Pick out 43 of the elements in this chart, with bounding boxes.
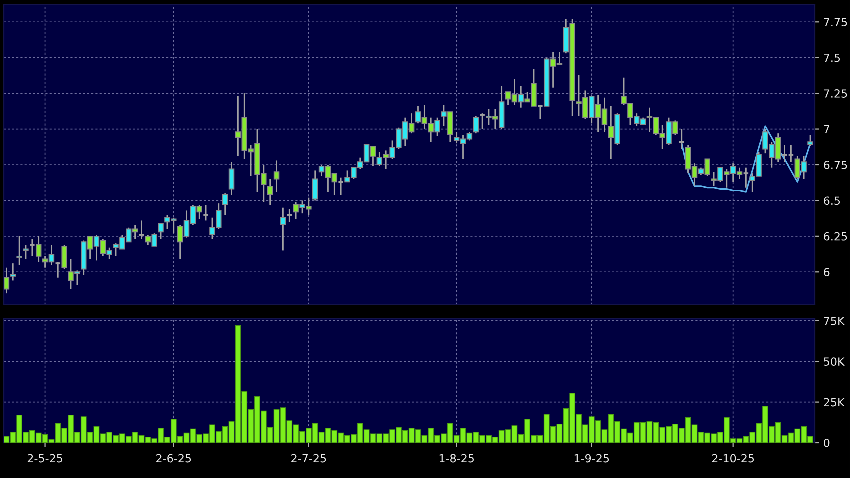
y-tick-label: 6.5 — [824, 196, 840, 206]
candlestick — [678, 128, 686, 150]
x-tick-label: 1-9-25 — [574, 454, 610, 463]
candlestick — [23, 244, 29, 260]
candlestick — [222, 192, 228, 216]
candlestick — [202, 204, 210, 222]
x-tick-label: 2-6-25 — [156, 454, 192, 463]
y-tick-label: 0 — [824, 438, 830, 448]
candlestick — [788, 144, 795, 163]
candlestick — [274, 160, 280, 193]
y-tick-label: 7.5 — [824, 54, 840, 62]
candlestick — [158, 222, 164, 240]
candlestick — [473, 116, 479, 134]
candlestick — [286, 208, 293, 223]
x-tick-label: 2-10-25 — [712, 454, 754, 463]
candlestick — [29, 238, 36, 258]
candlestick — [138, 220, 146, 240]
y-tick-label: 6.75 — [824, 160, 848, 170]
x-tick-label: 2-5-25 — [28, 454, 62, 463]
candlestick — [742, 167, 750, 189]
candlestick — [312, 170, 318, 202]
candlestick — [537, 104, 544, 120]
y-tick-label: 6.25 — [824, 232, 848, 241]
candlestick — [280, 207, 286, 252]
candlestick — [808, 134, 814, 148]
y-tick-label: 7.75 — [824, 18, 848, 27]
y-tick-label: 6 — [824, 268, 830, 277]
y-tick-label: 7.25 — [824, 90, 848, 98]
candlestick — [228, 161, 235, 196]
candlestick — [16, 236, 22, 266]
y-tick-label: 50K — [824, 358, 845, 366]
candlestick — [781, 144, 788, 163]
candlestick — [4, 267, 10, 294]
x-tick-label: 2-7-25 — [292, 454, 326, 463]
x-tick-label: 1-8-25 — [440, 454, 474, 463]
candlestick — [267, 178, 274, 206]
y-tick-label: 25K — [824, 398, 845, 407]
candlestick — [338, 177, 344, 196]
y-tick-label: 7 — [824, 125, 830, 134]
y-tick-label: 75K — [824, 317, 845, 326]
candlestick — [10, 262, 16, 282]
candlestick — [479, 112, 486, 130]
candlestick — [54, 261, 62, 279]
